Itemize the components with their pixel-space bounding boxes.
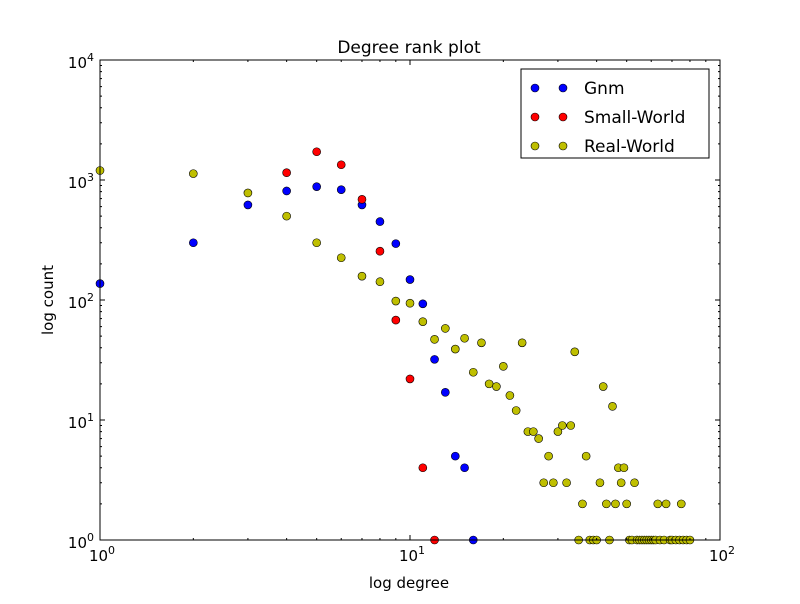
data-points-layer	[95, 147, 695, 545]
y-tick-label: 102	[68, 291, 94, 312]
data-point	[676, 499, 686, 509]
legend-label: Gnm	[584, 79, 625, 99]
data-point	[661, 499, 671, 509]
data-point	[375, 217, 385, 226]
x-tick-label: 101	[399, 544, 425, 565]
data-point	[430, 335, 439, 344]
ticks-layer: 100 101 102 100 101 102 103 104	[68, 51, 735, 565]
x-tick-label: 102	[709, 544, 735, 565]
series-real-world	[95, 166, 695, 545]
data-point	[441, 324, 450, 333]
data-point	[544, 451, 553, 461]
plot-area-frame	[99, 59, 721, 541]
y-tick-label: 103	[68, 171, 94, 192]
legend-label: Small-World	[584, 108, 685, 128]
data-point	[450, 451, 460, 461]
data-point	[357, 195, 367, 204]
data-point	[499, 362, 508, 371]
data-point	[562, 478, 571, 488]
data-point	[282, 168, 291, 178]
data-point	[558, 421, 567, 430]
data-point	[450, 344, 460, 354]
chart-title: Degree rank plot	[337, 38, 481, 58]
data-point	[630, 478, 639, 488]
data-point	[336, 160, 346, 170]
data-point	[511, 406, 521, 415]
data-point	[484, 379, 494, 389]
data-point	[595, 478, 605, 488]
data-point	[336, 253, 346, 263]
data-point	[243, 200, 253, 210]
data-point	[566, 421, 576, 430]
data-point	[468, 367, 478, 377]
x-axis-label: log degree	[369, 574, 449, 592]
data-point	[460, 463, 469, 473]
y-tick-label: 100	[68, 531, 94, 552]
data-point	[529, 427, 538, 436]
data-point	[312, 147, 321, 157]
legend-marker	[558, 141, 568, 151]
data-point	[189, 238, 198, 248]
legend-box	[520, 68, 710, 159]
data-point	[405, 374, 415, 384]
data-point	[539, 478, 549, 488]
data-point	[622, 499, 631, 509]
data-point	[312, 182, 321, 191]
data-point	[375, 277, 385, 287]
legend: Gnm Small-World Real-World	[520, 68, 710, 159]
data-point	[602, 499, 611, 509]
data-point	[505, 391, 515, 400]
data-point	[549, 478, 558, 488]
data-point	[570, 347, 580, 357]
data-point	[405, 275, 415, 284]
data-point	[418, 317, 428, 326]
data-point	[405, 298, 415, 308]
data-point	[619, 463, 629, 473]
data-point	[653, 499, 663, 509]
data-point	[430, 355, 439, 364]
legend-marker	[530, 83, 540, 93]
legend-marker	[558, 112, 568, 122]
series-gnm	[95, 182, 478, 545]
legend-label: Real-World	[584, 137, 675, 157]
data-point	[282, 186, 291, 196]
data-point	[611, 499, 620, 509]
data-point	[189, 169, 198, 178]
data-point	[418, 463, 428, 473]
data-point	[391, 239, 401, 248]
legend-marker	[530, 112, 540, 122]
data-point	[441, 388, 450, 397]
data-point	[598, 382, 608, 391]
data-point	[243, 188, 253, 198]
data-point	[492, 382, 501, 391]
data-point	[616, 478, 626, 488]
data-point	[581, 451, 591, 461]
data-point	[336, 185, 346, 195]
data-point	[460, 333, 469, 343]
y-tick-label: 101	[68, 411, 94, 432]
data-point	[357, 271, 367, 281]
y-axis-label: log count	[39, 265, 57, 335]
data-point	[578, 499, 587, 509]
legend-marker	[530, 141, 540, 151]
data-point	[418, 299, 428, 309]
data-point	[608, 402, 617, 411]
data-point	[312, 238, 321, 248]
data-point	[517, 338, 527, 348]
data-point	[391, 315, 401, 325]
x-tick-label: 100	[89, 544, 115, 565]
legend-marker	[558, 83, 568, 93]
data-point	[553, 427, 563, 436]
data-point	[391, 296, 401, 306]
data-point	[534, 434, 543, 443]
data-point	[282, 211, 291, 221]
data-point	[375, 246, 385, 256]
data-point	[477, 338, 486, 348]
series-small-world	[282, 147, 439, 545]
y-tick-label: 104	[68, 51, 94, 72]
